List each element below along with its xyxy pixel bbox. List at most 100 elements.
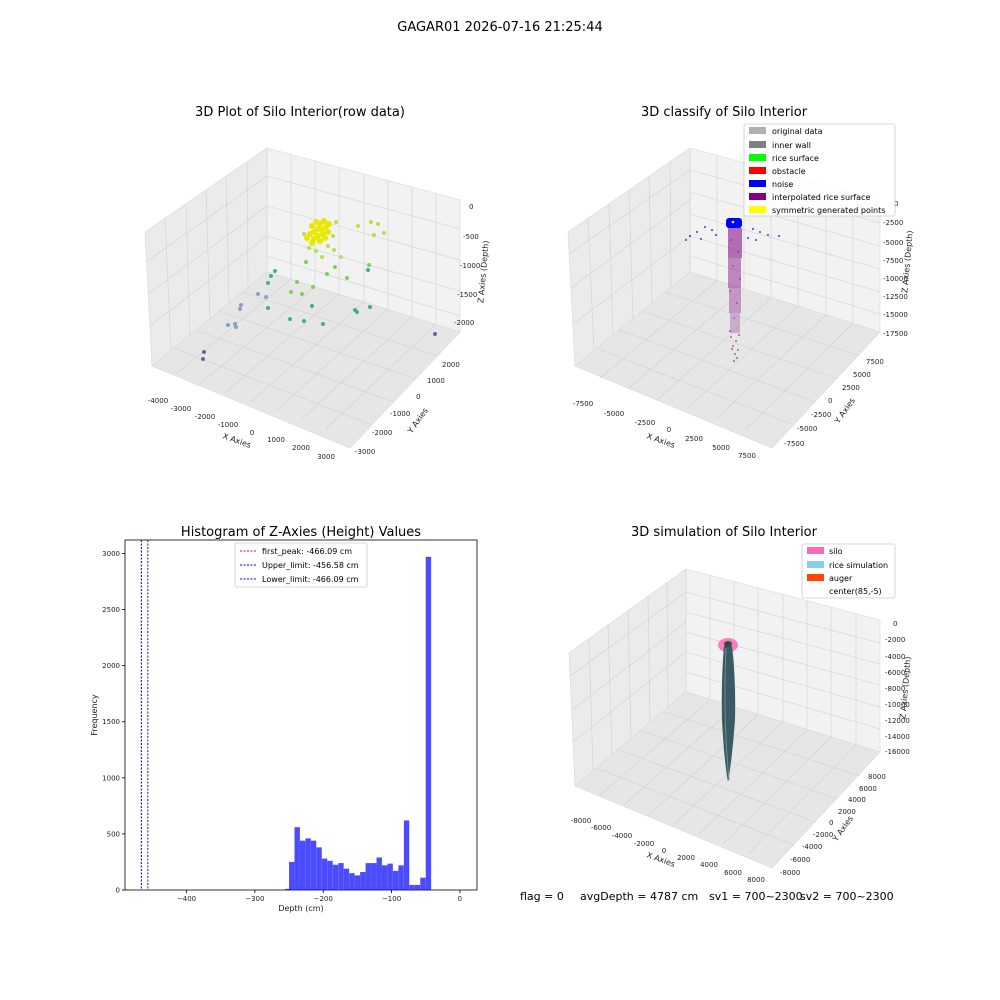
histogram-bar bbox=[310, 840, 317, 890]
svg-text:-2000: -2000 bbox=[372, 429, 392, 437]
simulation-legend-item: center(85,-5) bbox=[829, 587, 882, 596]
histogram-x-tick-label: 0 bbox=[458, 895, 462, 903]
histogram-y-tick-label: 2000 bbox=[102, 662, 120, 670]
svg-text:4000: 4000 bbox=[848, 796, 866, 804]
svg-text:0: 0 bbox=[893, 620, 897, 628]
svg-text:-15000: -15000 bbox=[883, 311, 908, 319]
raw-x-ticks: -4000 -3000 -2000 -1000 0 1000 2000 3000 bbox=[148, 397, 335, 461]
svg-text:-16000: -16000 bbox=[885, 748, 910, 756]
histogram-bar bbox=[284, 888, 291, 890]
svg-text:-5000: -5000 bbox=[604, 410, 624, 418]
histogram-plot-area bbox=[124, 539, 478, 891]
svg-text:8000: 8000 bbox=[747, 876, 765, 884]
svg-text:symmetric generated points: symmetric generated points bbox=[772, 206, 885, 215]
status-avg-depth: avgDepth = 4787 cm bbox=[580, 890, 698, 903]
simulation-legend: silo rice simulation auger center(85,-5) bbox=[801, 543, 896, 599]
histogram-y-tick-label: 0 bbox=[116, 887, 120, 895]
svg-text:2500: 2500 bbox=[842, 384, 860, 392]
classify-z-ticks: 0 -2500 -5000 -7500 -10000 -12500 -15000… bbox=[883, 200, 908, 338]
histogram-bar bbox=[376, 857, 382, 890]
simulation-grid bbox=[569, 575, 881, 854]
svg-text:0: 0 bbox=[667, 426, 671, 434]
simulation-legend-item: silo bbox=[807, 547, 843, 556]
histogram-bar bbox=[316, 847, 322, 890]
svg-text:0: 0 bbox=[829, 819, 833, 827]
histogram-x-tick-label: −200 bbox=[314, 895, 333, 903]
svg-text:0: 0 bbox=[416, 393, 420, 401]
svg-text:-1000: -1000 bbox=[460, 262, 480, 270]
histogram-legend-item: Lower_limit: -466.09 cm bbox=[240, 575, 359, 584]
classify-legend-item: symmetric generated points bbox=[749, 206, 885, 215]
svg-text:-10000: -10000 bbox=[885, 701, 910, 709]
svg-text:0: 0 bbox=[828, 397, 832, 405]
raw-x-label: X Axies bbox=[221, 431, 252, 450]
svg-text:-1500: -1500 bbox=[457, 291, 477, 299]
svg-text:first_peak: -466.09 cm: first_peak: -466.09 cm bbox=[262, 547, 352, 556]
svg-text:Upper_limit: -456.58 cm: Upper_limit: -456.58 cm bbox=[262, 561, 359, 570]
svg-text:rice simulation: rice simulation bbox=[829, 561, 888, 570]
histogram-bar bbox=[371, 863, 377, 890]
svg-text:8000: 8000 bbox=[868, 773, 886, 781]
panel-simulation-3d: 3D simulation of Silo Interior bbox=[568, 525, 913, 884]
histogram-vlines bbox=[140, 540, 149, 890]
histogram-y-tick-label: 500 bbox=[107, 830, 120, 838]
panel-classify-title: 3D classify of Silo Interior bbox=[641, 105, 808, 120]
histogram-legend: first_peak: -466.09 cm Upper_limit: -456… bbox=[234, 542, 368, 588]
histogram-x-ticks: −400 −300 −200 −100 0 bbox=[177, 890, 462, 903]
histogram-bar bbox=[409, 884, 415, 890]
svg-text:0: 0 bbox=[469, 203, 473, 211]
histogram-y-tick-label: 3000 bbox=[102, 550, 120, 558]
svg-text:5000: 5000 bbox=[712, 444, 730, 452]
svg-text:-2500: -2500 bbox=[635, 419, 655, 427]
simulation-legend-item: auger bbox=[807, 574, 853, 583]
svg-text:-7500: -7500 bbox=[573, 400, 593, 408]
histogram-legend-item: first_peak: -466.09 cm bbox=[240, 547, 352, 556]
svg-text:-6000: -6000 bbox=[591, 824, 611, 832]
histogram-bar bbox=[381, 865, 388, 890]
svg-text:3000: 3000 bbox=[317, 453, 335, 461]
svg-text:-1000: -1000 bbox=[390, 410, 410, 418]
histogram-bar bbox=[414, 884, 421, 890]
svg-text:-17500: -17500 bbox=[883, 330, 908, 338]
svg-text:Lower_limit: -466.09 cm: Lower_limit: -466.09 cm bbox=[262, 575, 359, 584]
raw-z-ticks: 0 -500 -1000 -1500 -2000 bbox=[454, 203, 480, 327]
histogram-bar bbox=[425, 556, 432, 890]
svg-text:-5000: -5000 bbox=[883, 239, 903, 247]
svg-text:6000: 6000 bbox=[724, 869, 742, 877]
svg-text:7500: 7500 bbox=[738, 452, 756, 460]
histogram-bar bbox=[332, 864, 339, 890]
histogram-bar bbox=[387, 863, 393, 890]
classify-legend-item: original data bbox=[749, 127, 823, 136]
svg-text:4000: 4000 bbox=[700, 861, 718, 869]
raw-grid bbox=[145, 154, 461, 430]
histogram-bar bbox=[289, 861, 295, 890]
classify-legend-item: rice surface bbox=[749, 154, 819, 163]
raw-z-label: Z Axies (Depth) bbox=[476, 240, 490, 303]
svg-text:2000: 2000 bbox=[677, 854, 695, 862]
histogram-bar bbox=[327, 860, 333, 890]
histogram-bar bbox=[294, 827, 300, 890]
svg-text:-8000: -8000 bbox=[885, 685, 905, 693]
svg-text:-500: -500 bbox=[463, 233, 479, 241]
histogram-bar bbox=[392, 870, 399, 890]
histogram-legend-item: Upper_limit: -456.58 cm bbox=[240, 561, 359, 570]
histogram-bar bbox=[349, 873, 355, 890]
svg-text:original data: original data bbox=[772, 127, 823, 136]
classify-legend-item: interpolated rice surface bbox=[749, 193, 870, 202]
status-sv1: sv1 = 700~2300 bbox=[709, 890, 803, 903]
svg-text:2000: 2000 bbox=[442, 361, 460, 369]
panel-raw-3d: 3D Plot of Silo Interior(row data) bbox=[144, 105, 491, 461]
panel-simulation-title: 3D simulation of Silo Interior bbox=[631, 525, 818, 540]
histogram-y-label: Frequency bbox=[90, 694, 99, 736]
svg-text:2000: 2000 bbox=[292, 444, 310, 452]
svg-text:-2500: -2500 bbox=[883, 219, 903, 227]
status-sv2: sv2 = 700~2300 bbox=[800, 890, 894, 903]
histogram-y-ticks: 0 500 1000 1500 2000 2500 3000 bbox=[102, 550, 125, 895]
classify-x-label: X Axies bbox=[645, 431, 676, 450]
svg-text:noise: noise bbox=[772, 180, 793, 189]
svg-text:0: 0 bbox=[662, 847, 666, 855]
svg-text:-2000: -2000 bbox=[885, 636, 905, 644]
histogram-bar bbox=[305, 838, 311, 890]
svg-text:-4000: -4000 bbox=[885, 653, 905, 661]
svg-text:-5000: -5000 bbox=[797, 425, 817, 433]
